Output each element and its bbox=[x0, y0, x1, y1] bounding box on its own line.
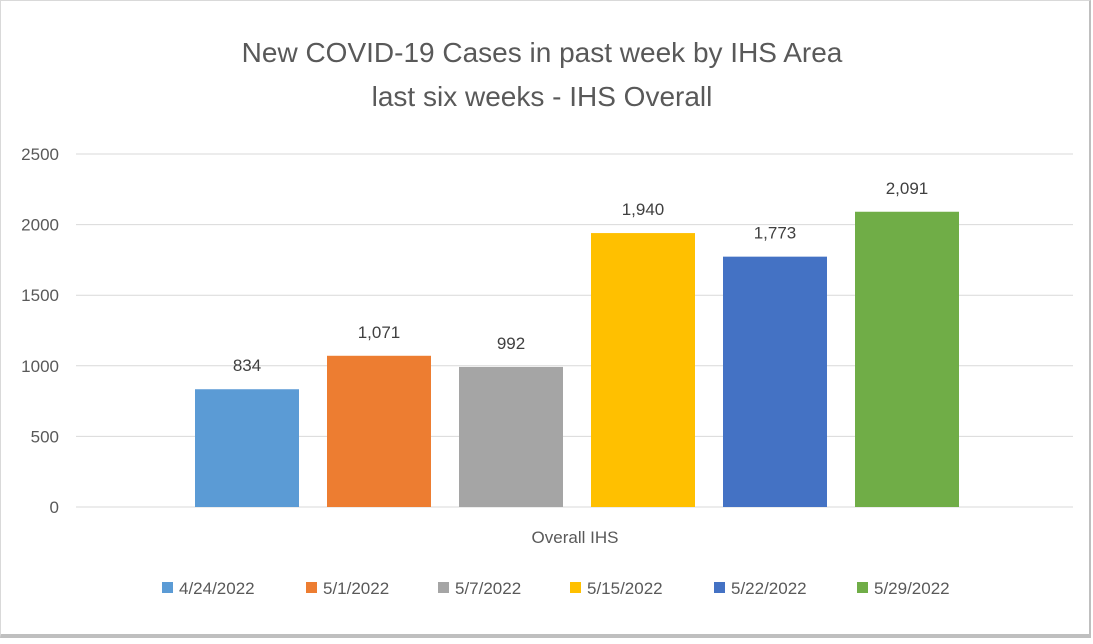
data-label: 2,091 bbox=[886, 179, 929, 198]
legend-label: 5/1/2022 bbox=[323, 579, 389, 598]
data-label: 1,071 bbox=[358, 323, 401, 342]
bar bbox=[459, 366, 563, 507]
legend-swatch bbox=[306, 582, 317, 593]
legend-label: 4/24/2022 bbox=[179, 579, 255, 598]
bars bbox=[195, 211, 959, 507]
legend-swatch bbox=[162, 582, 173, 593]
y-tick-label: 2000 bbox=[21, 216, 59, 235]
bar bbox=[327, 355, 431, 507]
data-labels: 834 1,071 992 1,940 1,773 2,091 bbox=[233, 179, 928, 375]
y-tick-label: 0 bbox=[50, 498, 59, 517]
bar bbox=[855, 211, 959, 507]
bar bbox=[195, 389, 299, 507]
y-axis-ticks: 0 500 1000 1500 2000 2500 bbox=[21, 145, 59, 517]
data-label: 1,773 bbox=[754, 224, 797, 243]
data-label: 992 bbox=[497, 334, 525, 353]
bar bbox=[723, 256, 827, 507]
data-label: 1,940 bbox=[622, 200, 665, 219]
legend-swatch bbox=[570, 582, 581, 593]
legend-swatch bbox=[857, 582, 868, 593]
chart-title-line-2: last six weeks - IHS Overall bbox=[372, 81, 713, 112]
y-tick-label: 1000 bbox=[21, 357, 59, 376]
legend-label: 5/15/2022 bbox=[587, 579, 663, 598]
data-label: 834 bbox=[233, 356, 261, 375]
legend-swatch bbox=[438, 582, 449, 593]
y-tick-label: 1500 bbox=[21, 286, 59, 305]
x-category-label: Overall IHS bbox=[532, 528, 619, 547]
y-tick-label: 500 bbox=[31, 427, 59, 446]
legend-swatch bbox=[714, 582, 725, 593]
legend-label: 5/7/2022 bbox=[455, 579, 521, 598]
legend-label: 5/29/2022 bbox=[874, 579, 950, 598]
legend: 4/24/2022 5/1/2022 5/7/2022 5/15/2022 5/22/2… bbox=[162, 579, 950, 598]
bar bbox=[591, 233, 695, 507]
chart-title-line-1: New COVID-19 Cases in past week by IHS A… bbox=[242, 37, 843, 68]
legend-label: 5/22/2022 bbox=[731, 579, 807, 598]
y-tick-label: 2500 bbox=[21, 145, 59, 164]
